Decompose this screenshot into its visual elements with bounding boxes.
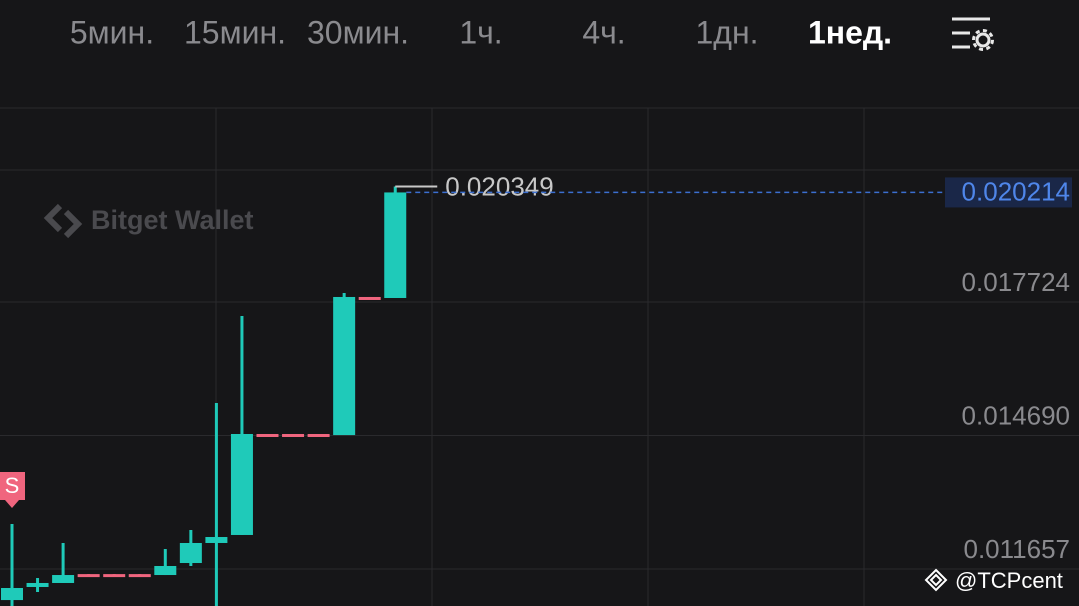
timeframe-tab[interactable]: 5мин. [70,14,154,50]
timeframe-tab[interactable]: 4ч. [582,14,625,50]
candle-body [77,574,100,578]
candle-body [384,192,407,298]
candle-body [52,575,75,583]
high-label: 0.020349 [445,171,553,201]
candle-body [26,582,49,587]
candle-body [205,537,228,543]
trade-marker [0,472,25,508]
candle-body [103,574,126,578]
candle-body [333,296,356,436]
candle-body [282,434,305,438]
chart: 0.011657 0.014690 0.017724 S 0.020349 0.02021… [0,171,1079,606]
y-tick-label: 0.011657 [963,534,1070,564]
credit: @TCPcent [924,568,1063,593]
timeframe-tab[interactable]: 1нед. [808,14,892,50]
y-tick-label: 0.014690 [962,400,1070,430]
settings-icon[interactable] [952,17,994,51]
toolbar: 5мин. 15мин. 30мин. 1ч. 4ч. 1дн. 1нед. [70,14,892,50]
candle-body [179,542,202,564]
last-price-label: 0.020214 [962,176,1070,206]
y-tick-label: 0.017724 [962,267,1070,297]
last-price-box [945,177,1072,208]
candle-body [307,434,330,438]
timeframe-tab[interactable]: 1дн. [695,14,758,50]
credit-text: @TCPcent [955,568,1063,593]
candles [1,186,407,606]
timeframe-tab[interactable]: 30мин. [307,14,409,50]
timeframe-tab[interactable]: 1ч. [459,14,502,50]
candle-body [1,588,23,601]
candle-body [128,574,151,578]
watermark-text: Bitget Wallet [91,205,254,235]
timeframe-tab[interactable]: 15мин. [184,14,286,50]
candle-body [154,566,177,576]
candle-body [256,434,279,438]
trade-marker-label: S [5,473,20,498]
candle-body [230,434,253,535]
watermark: Bitget Wallet [43,203,254,239]
candle-body [358,296,381,300]
